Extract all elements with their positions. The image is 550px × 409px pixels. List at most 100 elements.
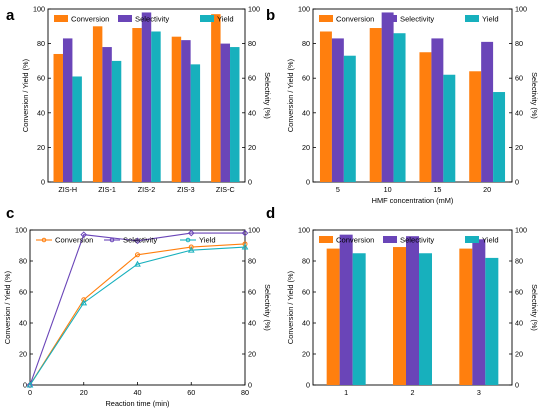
y-tick-label-left: 100 — [15, 226, 27, 235]
point-yield — [187, 246, 195, 253]
legend-marker-yield — [185, 237, 191, 243]
x-tick-label: 3 — [477, 388, 481, 397]
y-tick-label-right: 60 — [248, 288, 256, 297]
bar-yield-3 — [485, 257, 499, 385]
y-axis-title-left: Conversion / Yield (%) — [3, 271, 12, 344]
y-tick-label-left: 80 — [302, 39, 310, 48]
x-tick-label: ZIS-3 — [177, 185, 195, 194]
x-tick-label: 40 — [134, 388, 142, 397]
x-axis-title: Reaction time (min) — [105, 399, 169, 408]
panel-b: b 0 0 20 20 40 40 60 60 80 80 100 100 Conversion / Yi… — [266, 5, 539, 206]
bar-yield-15 — [443, 74, 456, 182]
y-tick-label-right: 80 — [515, 39, 523, 48]
series-line-yield — [29, 246, 246, 386]
bar-conversion-15 — [419, 52, 432, 182]
bar-selectivity-1 — [339, 234, 353, 385]
point-conversion — [81, 297, 87, 303]
bar-conversion-20 — [469, 71, 482, 182]
panel-letter: a — [6, 7, 15, 24]
bar-selectivity-3 — [472, 239, 486, 385]
y-tick-label-left: 40 — [37, 108, 45, 117]
legend-label-yield: Yield — [482, 236, 499, 245]
y-axis-title-right: Selectivity (%) — [530, 284, 539, 331]
legend-swatch-conversion — [319, 236, 333, 243]
y-tick-label-left: 40 — [302, 108, 310, 117]
bar-selectivity-zis-3 — [181, 40, 191, 182]
bar-conversion-5 — [319, 31, 332, 182]
point-conversion — [135, 252, 140, 258]
y-tick-label-right: 40 — [248, 319, 256, 328]
legend-label-conversion: Conversion — [71, 15, 109, 24]
legend-swatch-yield — [465, 15, 479, 22]
y-axis-title-right: Selectivity (%) — [530, 72, 539, 119]
legend-swatch-yield — [200, 15, 214, 22]
bar-conversion-zis-1 — [92, 26, 103, 182]
bar-yield-5 — [343, 55, 356, 182]
y-tick-label-left: 60 — [19, 288, 27, 297]
y-tick-label-right: 40 — [248, 108, 256, 117]
bar-conversion-2 — [393, 247, 406, 385]
y-tick-label-left: 80 — [19, 257, 27, 266]
y-tick-label-left: 0 — [306, 381, 310, 390]
y-tick-label-left: 20 — [19, 350, 27, 359]
y-tick-label-right: 60 — [515, 288, 523, 297]
y-tick-label-right: 100 — [248, 226, 260, 235]
y-tick-label-left: 100 — [33, 5, 45, 14]
y-tick-label-right: 0 — [248, 178, 252, 187]
y-tick-label-left: 60 — [302, 288, 310, 297]
y-tick-label-left: 60 — [37, 74, 45, 83]
legend-label-selectivity: Selectivity — [400, 15, 434, 24]
panel-letter: b — [266, 7, 275, 24]
bar-conversion-10 — [369, 28, 382, 183]
x-tick-label: ZIS-2 — [138, 185, 156, 194]
y-tick-label-left: 20 — [302, 350, 310, 359]
legend-marker-selectivity — [109, 237, 115, 243]
y-axis-title-left: Conversion / Yield (%) — [286, 59, 295, 132]
y-tick-label-right: 0 — [515, 178, 519, 187]
y-tick-label-right: 60 — [515, 74, 523, 83]
x-tick-label: 1 — [344, 388, 348, 397]
bar-yield-zis-c — [230, 47, 240, 183]
bar-yield-zis-1 — [111, 60, 122, 182]
point-yield — [241, 243, 249, 250]
series-line-conversion — [29, 243, 246, 386]
y-tick-label-right: 100 — [248, 5, 260, 14]
legend-swatch-conversion — [54, 15, 68, 22]
bar-selectivity-zis-1 — [102, 47, 112, 183]
legend-swatch-yield — [465, 236, 479, 243]
bar-selectivity-zis-h — [62, 38, 73, 182]
y-tick-label-right: 20 — [248, 143, 256, 152]
y-tick-label-right: 0 — [515, 381, 519, 390]
legend-label-selectivity: Selectivity — [123, 236, 157, 245]
point-selectivity — [80, 231, 88, 238]
bar-yield-2 — [419, 253, 432, 385]
y-tick-label-right: 40 — [515, 108, 523, 117]
x-tick-label: ZIS-C — [216, 185, 235, 194]
series-line-selectivity — [29, 232, 245, 386]
y-tick-label-right: 20 — [515, 143, 523, 152]
x-tick-label: 60 — [187, 388, 195, 397]
bar-selectivity-zis-c — [220, 43, 231, 182]
point-conversion — [188, 244, 194, 250]
legend-label-conversion: Conversion — [336, 15, 374, 24]
legend-label-yield: Yield — [199, 236, 216, 245]
legend-swatch-selectivity — [383, 15, 397, 22]
bar-conversion-zis-c — [211, 14, 221, 182]
x-tick-label: 0 — [28, 388, 32, 397]
bar-yield-zis-2 — [151, 31, 161, 182]
y-tick-label-left: 40 — [302, 319, 310, 328]
bar-yield-zis-3 — [190, 64, 201, 182]
y-tick-label-left: 100 — [298, 226, 310, 235]
point-yield — [80, 299, 88, 306]
legend-swatch-conversion — [319, 15, 333, 22]
y-tick-label-right: 40 — [515, 319, 523, 328]
bar-selectivity-2 — [406, 236, 419, 385]
bar-conversion-1 — [326, 248, 340, 385]
y-tick-label-right: 60 — [248, 74, 256, 83]
bar-conversion-zis-3 — [171, 36, 182, 183]
bar-yield-10 — [393, 33, 406, 182]
bar-yield-20 — [493, 92, 506, 182]
y-axis-title-left: Conversion / Yield (%) — [21, 59, 30, 132]
panel-letter: c — [6, 205, 14, 222]
